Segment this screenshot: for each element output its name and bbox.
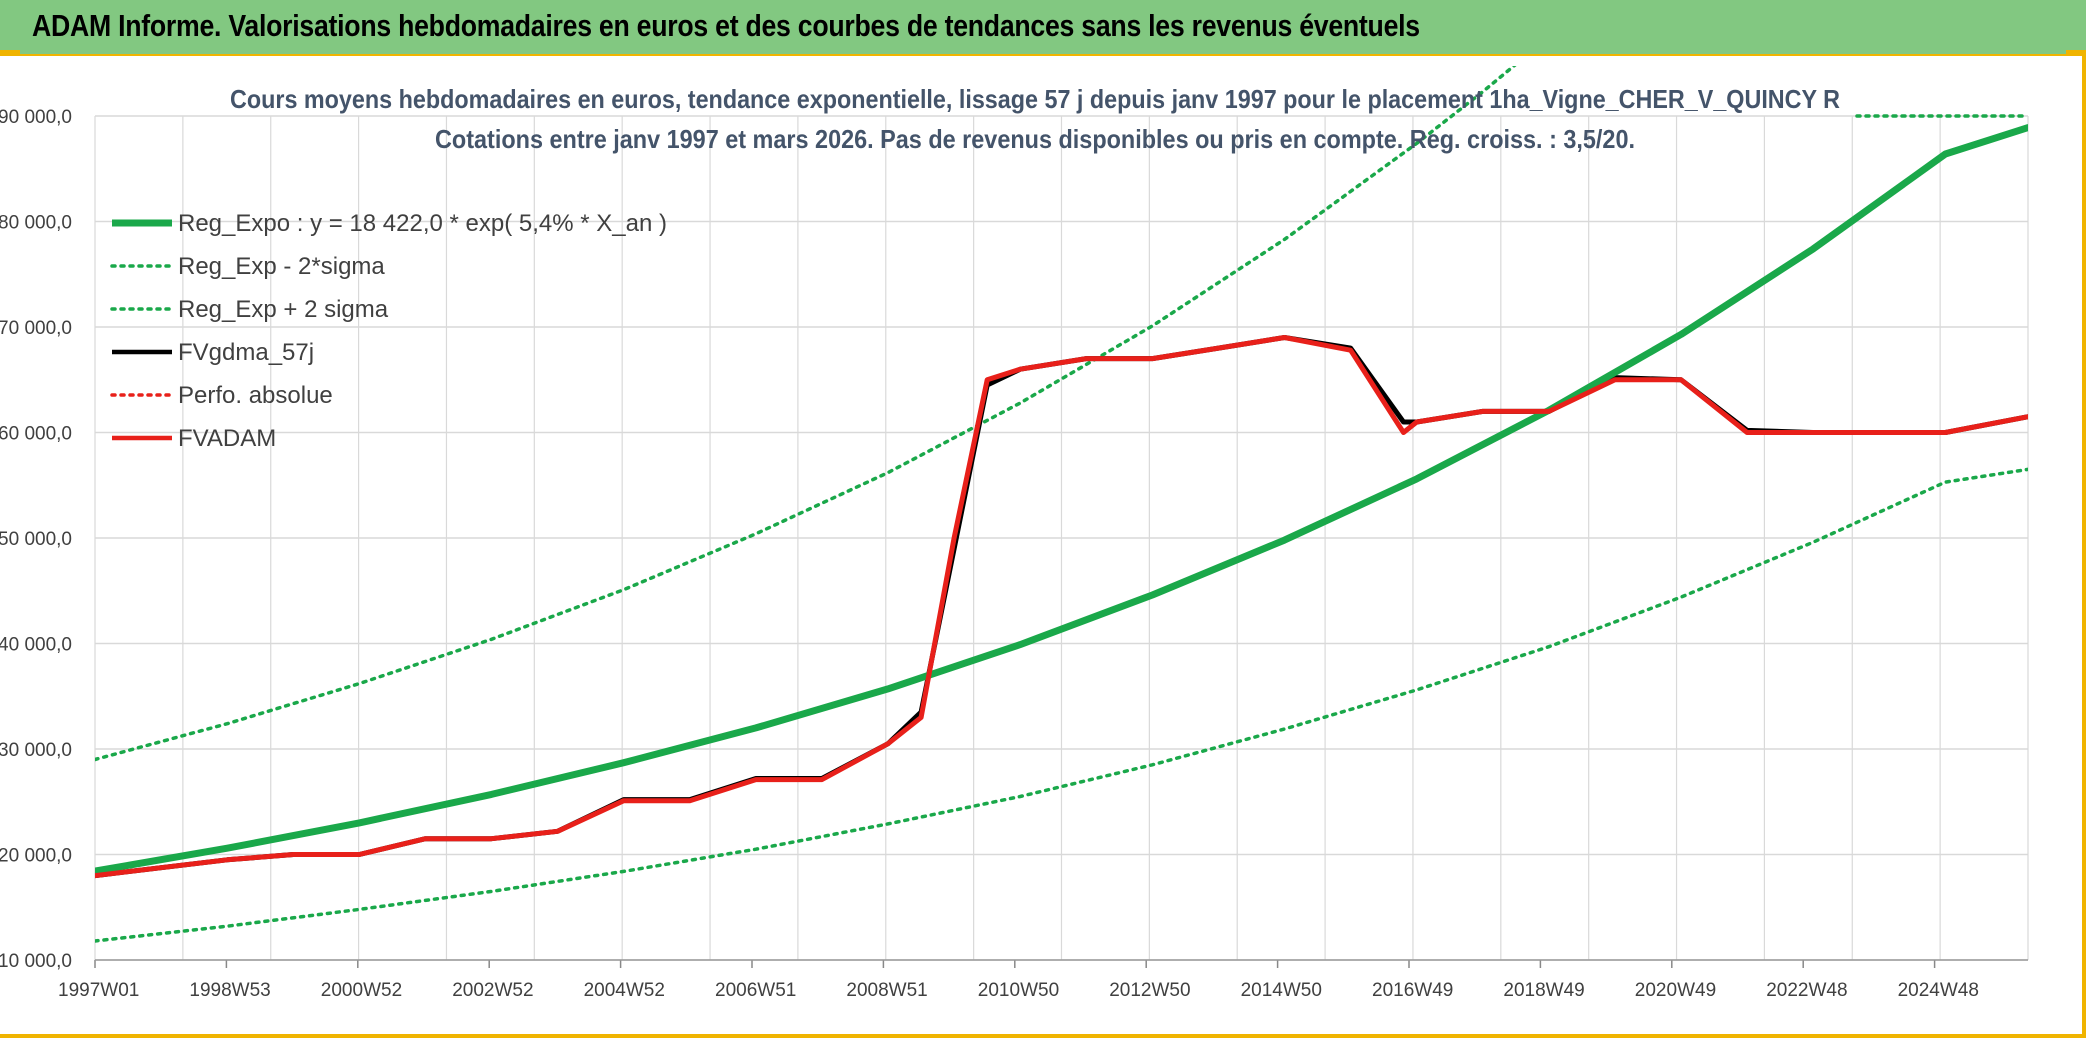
x-tick-label: 2004W52 — [584, 980, 665, 1001]
series-lines — [95, 66, 2028, 943]
x-tick-label: 2002W52 — [452, 980, 533, 1001]
grid — [94, 115, 2029, 961]
legend-label: FVADAM — [178, 425, 276, 452]
frame-bottom-border — [0, 1034, 2086, 1038]
chart: 10 000,0 20 000,0 30 000,0 40 000,0 50 000,0… — [0, 66, 2029, 1001]
chart-title-line: Cotations entre janv 1997 et mars 2026. … — [435, 124, 1635, 154]
y-tick-label: 80 000,0 — [0, 213, 72, 234]
y-tick-label: 70 000,0 — [0, 318, 72, 339]
chart-title-line: Cours moyens hebdomadaires en euros, ten… — [230, 84, 1840, 114]
y-tick-label: 50 000,0 — [0, 529, 72, 550]
x-tick-label: 2012W50 — [1109, 980, 1190, 1001]
legend-label: FVgdma_57j — [178, 339, 314, 366]
report-header: ADAM Informe. Valorisations hebdomadaire… — [0, 0, 2086, 56]
legend-label: Perfo. absolue — [178, 382, 333, 409]
series-line-0 — [95, 124, 2028, 875]
frame-corner-left — [0, 50, 20, 56]
x-tick-label: 2014W50 — [1241, 980, 1322, 1001]
x-tick-label: 2000W52 — [321, 980, 402, 1001]
x-tick-label: 1998W53 — [189, 980, 270, 1001]
chart-title: Cours moyens hebdomadaires en euros, ten… — [230, 84, 1840, 154]
x-tick-label: 2010W50 — [978, 980, 1059, 1001]
series-line-1 — [95, 467, 2028, 943]
series-line-5 — [95, 335, 2028, 879]
axes: 10 000,0 20 000,0 30 000,0 40 000,0 50 000,0… — [0, 107, 2028, 1001]
y-tick-label: 30 000,0 — [0, 740, 72, 761]
x-tick-label: 2018W49 — [1503, 980, 1584, 1001]
legend-label: Reg_Expo : y = 18 422,0 * exp( 5,4% * X_… — [178, 210, 667, 237]
x-tick-label: 2016W49 — [1372, 980, 1453, 1001]
y-tick-label: 20 000,0 — [0, 846, 72, 867]
series-line-2 — [95, 66, 1517, 762]
y-tick-label: 90 000,0 — [0, 107, 72, 128]
y-tick-label: 60 000,0 — [0, 424, 72, 445]
x-tick-label: 2020W49 — [1635, 980, 1716, 1001]
legend: Reg_Expo : y = 18 422,0 * exp( 5,4% * X_… — [110, 210, 667, 452]
x-tick-label: 2022W48 — [1766, 980, 1847, 1001]
legend-label: Reg_Exp - 2*sigma — [178, 253, 385, 280]
frame-right-border — [2082, 56, 2086, 1038]
frame-corner-right — [2066, 50, 2086, 56]
report-title: ADAM Informe. Valorisations hebdomadaire… — [32, 8, 1420, 43]
x-tick-label: 1997W01 — [58, 980, 139, 1001]
x-tick-label: 2006W51 — [715, 980, 796, 1001]
legend-label: Reg_Exp + 2 sigma — [178, 296, 389, 323]
y-tick-label: 40 000,0 — [0, 635, 72, 656]
y-tick-label: 10 000,0 — [0, 951, 72, 972]
x-tick-label: 2024W48 — [1898, 980, 1979, 1001]
x-tick-label: 2008W51 — [846, 980, 927, 1001]
